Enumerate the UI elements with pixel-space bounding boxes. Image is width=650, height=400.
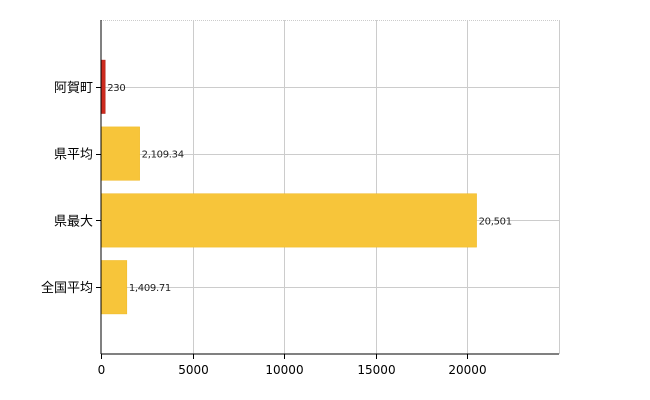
bar bbox=[100, 59, 106, 114]
axes bbox=[100, 20, 559, 355]
data-label: 20,501 bbox=[479, 216, 512, 227]
y-category-label: 全国平均 bbox=[41, 280, 93, 296]
data-label: 1,409.71 bbox=[129, 283, 171, 294]
y-category-label: 県平均 bbox=[54, 148, 93, 163]
data-label: 230 bbox=[107, 83, 125, 94]
x-tick-label: 15000 bbox=[357, 363, 395, 377]
bar bbox=[100, 193, 477, 248]
x-tick-label: 10000 bbox=[265, 363, 303, 377]
bar-series bbox=[100, 59, 477, 315]
y-category-label: 阿賀町 bbox=[54, 81, 93, 96]
x-tick-label: 20000 bbox=[448, 363, 486, 377]
data-label: 2,109.34 bbox=[142, 150, 184, 161]
bar bbox=[100, 260, 128, 315]
x-tick-label: 0 bbox=[98, 363, 106, 377]
x-tick-label: 5000 bbox=[178, 363, 209, 377]
y-category-label: 県最大 bbox=[54, 214, 93, 229]
grid-lines bbox=[101, 20, 560, 354]
bar bbox=[100, 126, 140, 181]
data-labels: 230 2,109.34 20,501 1,409.71 bbox=[107, 83, 512, 294]
x-axis-ticks: 0 5000 10000 15000 20000 bbox=[98, 354, 487, 377]
